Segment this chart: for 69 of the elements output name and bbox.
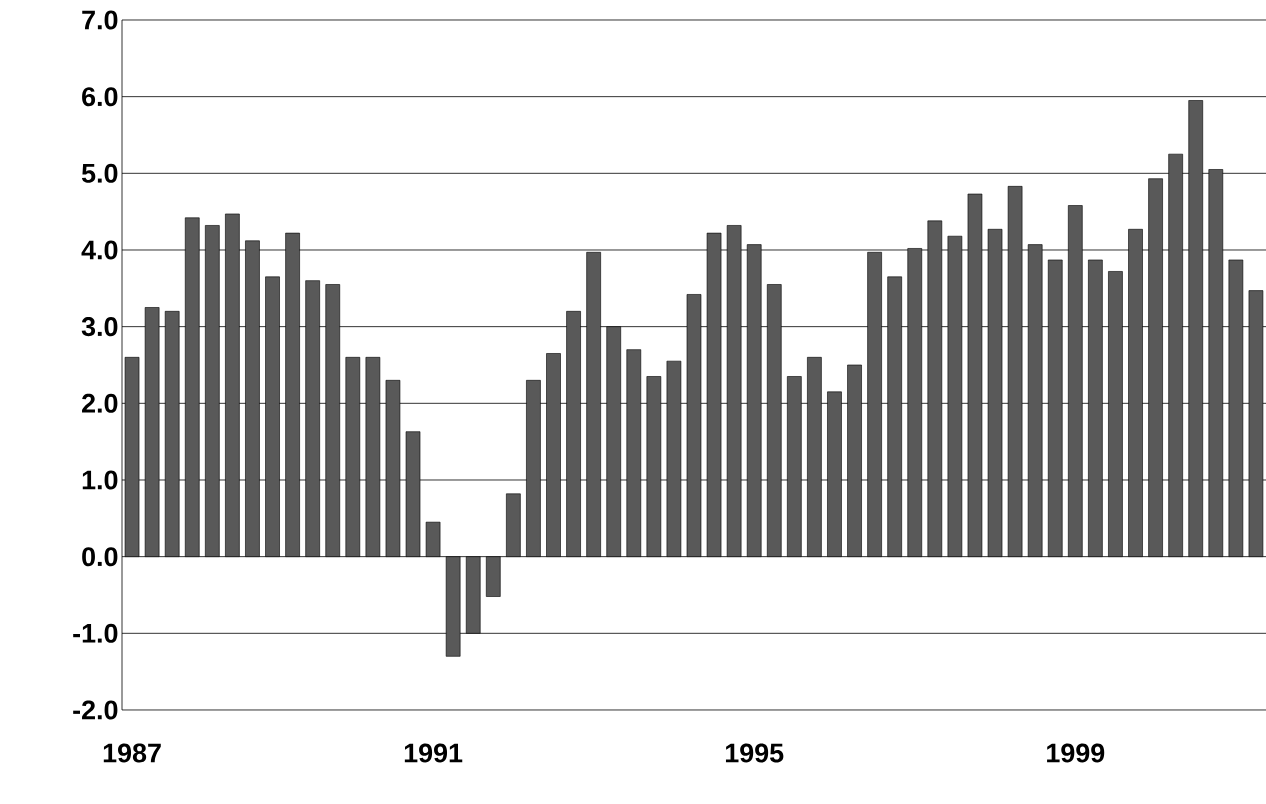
- bar: [1208, 169, 1224, 557]
- bar: [646, 376, 662, 557]
- bar: [626, 349, 642, 557]
- y-tick-label: 1.0: [82, 470, 118, 490]
- bar: [1027, 244, 1043, 557]
- bar: [887, 276, 902, 557]
- x-tick-label: 1999: [1047, 743, 1105, 763]
- bar: [305, 280, 320, 557]
- y-tick-label: -2.0: [73, 700, 118, 720]
- bar: [245, 240, 260, 557]
- bar: [144, 307, 160, 557]
- bar: [445, 556, 461, 657]
- bar: [726, 225, 742, 557]
- bar: [867, 251, 882, 557]
- bar: [385, 380, 401, 557]
- bar: [345, 357, 361, 557]
- bar: [666, 360, 682, 557]
- bar: [546, 353, 561, 557]
- bar: [686, 294, 702, 557]
- bar: [1068, 205, 1083, 557]
- y-tick-label: 2.0: [82, 393, 118, 413]
- bar: [566, 311, 581, 557]
- bar: [425, 521, 441, 557]
- x-tick-label: 1991: [404, 743, 463, 763]
- bar: [205, 225, 220, 557]
- bar: [164, 311, 180, 557]
- bar: [706, 232, 722, 557]
- y-tick-label: 3.0: [81, 317, 118, 337]
- bar: [947, 235, 963, 557]
- bar: [1148, 178, 1163, 557]
- bar: [325, 284, 341, 557]
- bar: [606, 326, 622, 557]
- bar: [265, 276, 280, 557]
- bar: [807, 357, 822, 557]
- bar: [766, 284, 782, 557]
- bar: [526, 380, 541, 557]
- y-tick-label: 0.0: [82, 547, 118, 567]
- bar: [827, 391, 842, 557]
- bar: [506, 493, 521, 557]
- y-tick-label: 6.0: [82, 87, 118, 107]
- bar: [225, 213, 240, 557]
- bar: [746, 244, 762, 557]
- y-tick-label: -1.0: [73, 623, 118, 643]
- bar: [365, 357, 381, 557]
- y-tick-label: 5.0: [81, 163, 118, 183]
- bar: [586, 251, 601, 557]
- x-tick-label: 1995: [725, 743, 784, 763]
- bar: [1168, 153, 1183, 557]
- bar: [1047, 259, 1063, 557]
- bar: [465, 556, 481, 634]
- y-tick-label: 4.0: [81, 240, 118, 260]
- y-tick-label: 7.0: [82, 10, 118, 30]
- bar: [1007, 186, 1023, 557]
- bar: [486, 556, 501, 597]
- bar: [184, 217, 200, 557]
- bar: [1128, 228, 1143, 557]
- bar: [787, 376, 802, 557]
- bar: [967, 193, 983, 557]
- bar: [1228, 259, 1244, 557]
- bar: [927, 220, 943, 557]
- bar: [405, 431, 421, 557]
- x-tick-label: 1987: [103, 743, 161, 763]
- bar: [987, 228, 1003, 557]
- bar: [1088, 259, 1103, 557]
- bar: [285, 232, 300, 557]
- bar: [1108, 271, 1123, 557]
- bar: [847, 364, 862, 557]
- bar: [907, 248, 923, 557]
- bar: [1188, 100, 1204, 557]
